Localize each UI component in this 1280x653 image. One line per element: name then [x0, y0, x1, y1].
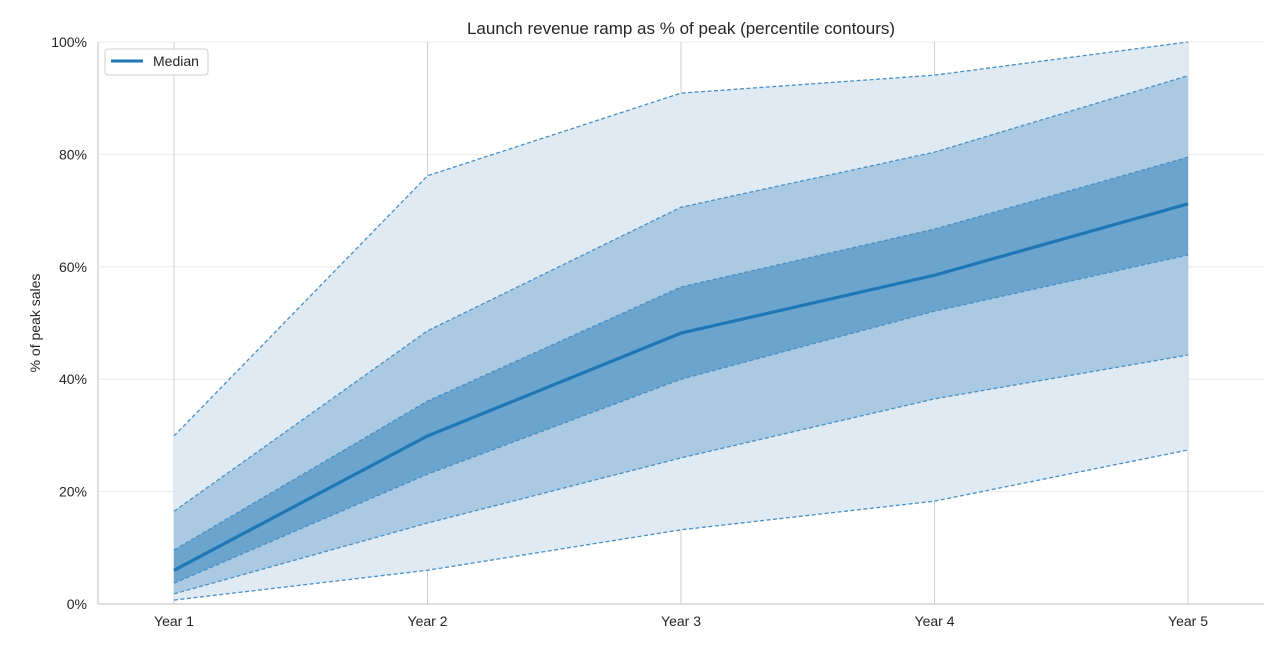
- y-tick-label: 0%: [67, 596, 87, 612]
- y-tick-label: 60%: [59, 259, 87, 275]
- y-tick-label: 100%: [51, 34, 87, 50]
- y-tick-label: 40%: [59, 371, 87, 387]
- legend-median-label: Median: [153, 53, 199, 69]
- percentile-bands: [174, 42, 1188, 600]
- y-tick-label: 20%: [59, 484, 87, 500]
- x-tick-label: Year 4: [915, 613, 955, 629]
- chart-title: Launch revenue ramp as % of peak (percen…: [467, 19, 895, 38]
- x-tick-label: Year 5: [1168, 613, 1208, 629]
- x-tick-label: Year 1: [154, 613, 194, 629]
- legend: Median: [105, 49, 208, 75]
- y-axis-label: % of peak sales: [27, 274, 43, 373]
- x-tick-label: Year 2: [408, 613, 448, 629]
- x-tick-label: Year 3: [661, 613, 701, 629]
- y-tick-label: 80%: [59, 146, 87, 162]
